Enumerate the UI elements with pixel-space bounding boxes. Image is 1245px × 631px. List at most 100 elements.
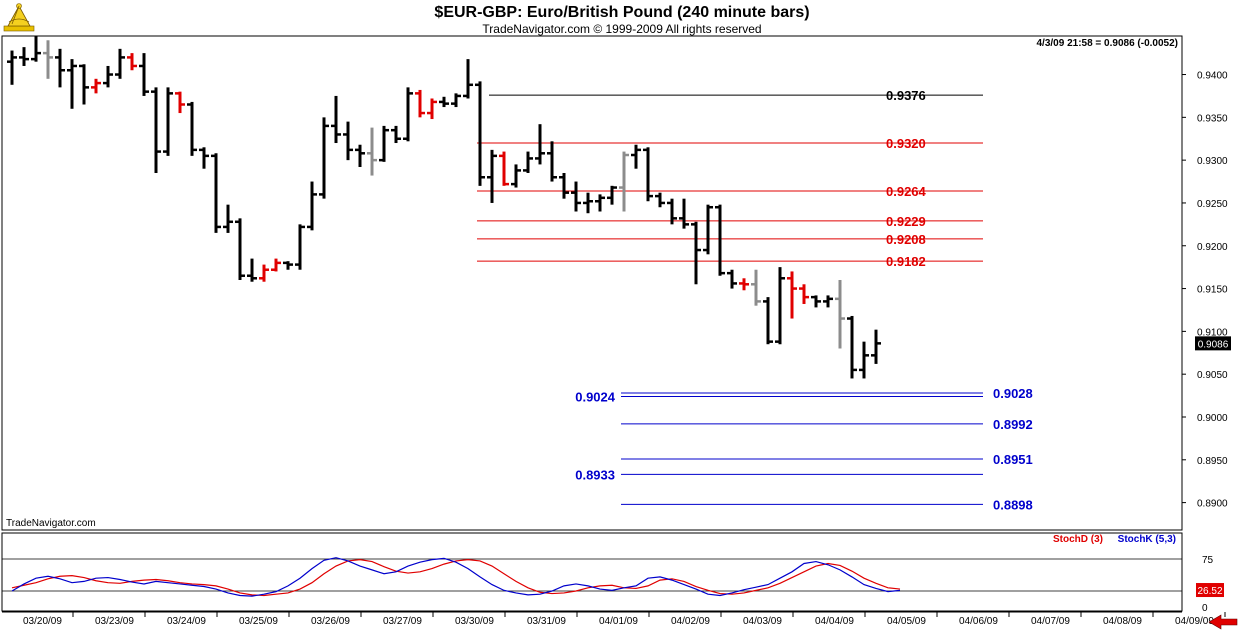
stoch-last-value: 26.52 [1197,586,1222,597]
ohlc-bar [847,315,857,379]
ohlc-bar [559,172,569,199]
ohlc-bar [139,53,149,96]
ohlc-bar [811,295,821,308]
ohlc-bar [379,125,389,162]
ohlc-bar [259,264,269,282]
ohlc-bar [727,269,737,289]
ohlc-bar [679,198,689,229]
ohlc-bar [79,64,89,105]
date-tick-label: 04/09/09 [1175,616,1214,627]
ohlc-bar [211,153,221,233]
ohlc-bar [511,164,521,188]
ohlc-bar [595,194,605,212]
ohlc-bar [67,59,77,109]
level-label: 0.9182 [886,254,926,269]
sextant-logo-icon [3,3,35,32]
date-tick-label: 04/04/09 [815,616,854,627]
ohlc-bar [55,48,65,88]
ohlc-bar [763,297,773,345]
price-tick-label: 0.9300 [1197,156,1228,167]
ohlc-bar [607,185,617,205]
ohlc-bar [571,181,581,212]
ohlc-bar [583,192,593,214]
ohlc-bar [163,87,173,156]
ohlc-bar [103,65,113,88]
ohlc-bar [43,40,53,79]
date-tick-label: 03/23/09 [95,616,134,627]
ohlc-bar [787,271,797,319]
ohlc-bar [307,181,317,231]
date-tick-label: 04/08/09 [1103,616,1142,627]
date-tick-label: 03/24/09 [167,616,206,627]
date-tick-label: 03/20/09 [23,616,62,627]
last-price-label: 0.9086 [1198,339,1229,350]
ohlc-bar [175,91,185,114]
ohlc-bar [463,59,473,99]
stoch-last-value-box [1196,583,1224,598]
ohlc-bar [703,204,713,255]
ohlc-bar [451,93,461,108]
price-tick-label: 0.9250 [1197,199,1228,210]
stochastic-panel [1,532,1183,612]
date-tick-label: 03/31/09 [527,616,566,627]
ohlc-bar [487,149,497,203]
level-label: 0.8992 [993,417,1033,432]
ohlc-bar [631,144,641,169]
ohlc-bar [691,221,701,285]
header-area [0,0,1245,36]
ohlc-bar [799,284,809,304]
ohlc-bar [751,269,761,306]
ohlc-bar [319,117,329,199]
date-tick-label: 04/01/09 [599,616,638,627]
ohlc-bar [7,50,17,85]
ohlc-bar [499,151,509,186]
ohlc-bar [715,204,725,276]
ohlc-bar [187,101,197,156]
ohlc-bar [619,151,629,212]
copyright-subtitle: TradeNavigator.com © 1999-2009 All right… [482,22,761,36]
ohlc-bar [31,36,41,62]
ohlc-bar [415,89,425,118]
ohlc-bar [367,127,377,176]
level-label: 0.9024 [575,389,616,404]
date-tick-label: 04/03/09 [743,616,782,627]
ohlc-bar [343,121,353,161]
stoch-tick-label: 75 [1202,555,1214,566]
price-tick-label: 0.9000 [1197,413,1228,424]
price-tick-label: 0.8900 [1197,499,1228,510]
level-label: 0.8951 [993,452,1033,467]
last-bar-info: 4/3/09 21:58 = 0.9086 (-0.0052) [1037,38,1179,49]
ohlc-bar [295,224,305,270]
date-tick-label: 04/07/09 [1031,616,1070,627]
ohlc-bar [871,329,881,364]
ohlc-bar [643,147,653,202]
stoch-d-legend: StochD (3) [1053,534,1103,545]
price-panel [1,35,1183,531]
ohlc-bar [19,47,29,66]
level-label: 0.9320 [886,136,926,151]
scroll-left-arrow-icon[interactable] [1208,614,1238,630]
date-tick-label: 03/26/09 [311,616,350,627]
price-tick-label: 0.8950 [1197,456,1228,467]
ohlc-bar [835,280,845,349]
level-label: 0.9229 [886,214,926,229]
chart-title: $EUR-GBP: Euro/British Pound (240 minute… [434,4,809,21]
price-tick-label: 0.9400 [1197,71,1228,82]
date-tick-label: 03/25/09 [239,616,278,627]
ohlc-bar [247,258,257,282]
ohlc-bar [523,151,533,173]
ohlc-bar [115,48,125,79]
level-label: 0.8933 [575,467,615,482]
date-tick-label: 04/06/09 [959,616,998,627]
level-label: 0.9264 [886,184,927,199]
date-tick-label: 03/27/09 [383,616,422,627]
price-tick-label: 0.9200 [1197,242,1228,253]
ohlc-bar [439,96,449,108]
ohlc-bar [547,141,557,182]
level-label: 0.9208 [886,232,926,247]
ohlc-bar [235,218,245,281]
price-tick-label: 0.9100 [1197,327,1228,338]
ohlc-bar [403,87,413,142]
ohlc-bar [91,78,101,94]
